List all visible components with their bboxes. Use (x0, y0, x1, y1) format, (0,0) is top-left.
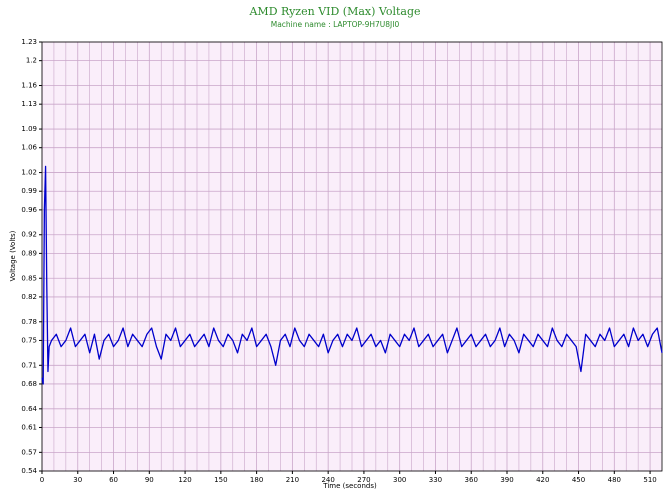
y-tick-label: 0.82 (21, 293, 37, 301)
x-tick-label: 450 (572, 476, 585, 484)
x-tick-label: 210 (286, 476, 299, 484)
x-tick-label: 270 (357, 476, 370, 484)
x-tick-label: 420 (536, 476, 549, 484)
y-tick-label: 0.68 (21, 380, 37, 388)
y-tick-label: 1.06 (21, 144, 37, 152)
x-tick-label: 30 (73, 476, 82, 484)
x-tick-label: 180 (250, 476, 263, 484)
y-tick-label: 1.23 (21, 38, 37, 46)
x-tick-label: 150 (214, 476, 227, 484)
y-tick-label: 0.89 (21, 249, 37, 257)
x-tick-label: 510 (643, 476, 656, 484)
y-tick-label: 0.75 (21, 336, 37, 344)
x-tick-label: 390 (500, 476, 513, 484)
y-tick-label: 0.64 (21, 405, 37, 413)
y-tick-label: 1.16 (21, 82, 37, 90)
y-tick-label: 1.2 (26, 57, 37, 65)
x-tick-label: 480 (608, 476, 621, 484)
y-tick-label: 0.54 (21, 467, 37, 475)
x-tick-label: 240 (321, 476, 334, 484)
x-tick-label: 360 (465, 476, 478, 484)
chart-subtitle: Machine name : LAPTOP-9H7U8JI0 (271, 20, 400, 29)
plot-border (41, 41, 663, 472)
y-tick-label: 0.92 (21, 231, 37, 239)
y-axis-label: Voltage (Volts) (9, 230, 17, 281)
y-tick-label: 0.85 (21, 274, 37, 282)
y-tick-label: 0.78 (21, 318, 37, 326)
x-tick-label: 330 (429, 476, 442, 484)
x-tick-label: 90 (145, 476, 154, 484)
x-tick-label: 120 (178, 476, 191, 484)
x-tick-label: 300 (393, 476, 406, 484)
data-line (41, 165, 663, 385)
y-tick-label: 1.02 (21, 169, 37, 177)
x-tick-label: 60 (109, 476, 118, 484)
x-axis-label: Time (seconds) (322, 482, 377, 490)
chart-title: AMD Ryzen VID (Max) Voltage (248, 5, 420, 18)
y-tick-label: 0.61 (21, 423, 37, 431)
y-tick-label: 1.13 (21, 100, 37, 108)
y-tick-label: 1.09 (21, 125, 37, 133)
y-tick-label: 0.71 (21, 361, 37, 369)
y-tick-label: 0.99 (21, 187, 37, 195)
y-tick-label: 0.57 (21, 448, 37, 456)
y-tick-label: 0.96 (21, 206, 37, 214)
x-tick-label: 0 (40, 476, 44, 484)
